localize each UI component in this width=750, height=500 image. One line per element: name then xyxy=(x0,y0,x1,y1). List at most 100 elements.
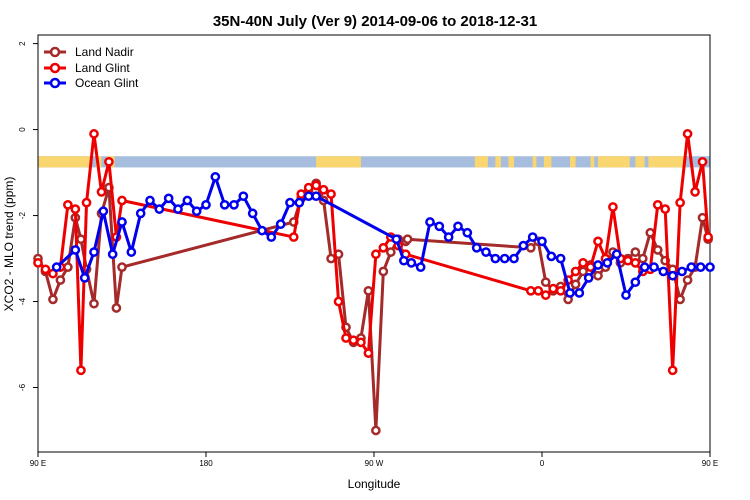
y-tick-label: 2 xyxy=(18,41,27,46)
data-point-land-glint xyxy=(63,199,73,210)
data-point-ocean-glint xyxy=(527,232,538,242)
legend-label-land-glint: Land Glint xyxy=(75,61,130,75)
data-point-ocean-glint xyxy=(247,208,258,219)
data-point-land-glint xyxy=(690,187,700,197)
data-point-land-nadir xyxy=(378,266,389,277)
data-point-land-glint xyxy=(33,257,43,268)
data-point-land-glint xyxy=(117,195,127,206)
land-band-segment xyxy=(508,156,514,168)
data-point-land-glint xyxy=(326,189,336,199)
data-point-ocean-glint xyxy=(462,227,473,238)
data-point-land-nadir xyxy=(630,247,641,257)
data-point-ocean-glint xyxy=(453,221,463,232)
land-band-segment xyxy=(474,156,488,168)
data-point-land-nadir xyxy=(55,275,66,285)
y-tick-label: 0 xyxy=(18,127,27,132)
data-point-land-glint xyxy=(318,184,329,195)
data-point-land-glint xyxy=(104,156,114,167)
x-tick-label: 90 E xyxy=(702,459,718,468)
surface-band xyxy=(38,156,710,168)
land-band-segment xyxy=(570,156,576,168)
x-axis: 90 E 180 90 W 0 90 E xyxy=(30,452,718,468)
data-point-ocean-glint xyxy=(107,249,118,260)
data-point-land-glint xyxy=(333,296,344,307)
data-point-ocean-glint xyxy=(471,242,482,253)
data-point-ocean-glint xyxy=(481,247,491,257)
land-band-segment xyxy=(590,156,595,168)
data-point-land-glint xyxy=(667,365,678,376)
data-point-ocean-glint xyxy=(229,199,239,210)
data-point-land-glint xyxy=(76,365,86,376)
data-point-ocean-glint xyxy=(667,270,678,281)
data-point-ocean-glint xyxy=(518,240,529,251)
ocean-band xyxy=(38,156,710,168)
data-point-ocean-glint xyxy=(51,262,62,272)
y-tick-label: -6 xyxy=(18,383,27,391)
x-tick-label: 180 xyxy=(199,459,213,468)
data-point-land-glint xyxy=(555,285,566,296)
data-point-ocean-glint xyxy=(695,262,706,272)
data-point-ocean-glint xyxy=(434,221,445,232)
data-point-land-glint xyxy=(81,197,92,208)
x-tick-label: 90 W xyxy=(365,459,384,468)
land-band-segment xyxy=(648,156,686,168)
data-point-land-glint xyxy=(578,257,588,268)
data-point-land-glint xyxy=(630,257,641,268)
y-tick-label: -4 xyxy=(18,297,27,305)
data-point-land-glint xyxy=(623,255,633,266)
data-point-ocean-glint xyxy=(191,206,202,217)
data-point-land-nadir xyxy=(593,270,603,281)
y-axis: 2 0 -2 -4 -6 xyxy=(18,41,38,391)
data-point-ocean-glint xyxy=(173,204,183,214)
data-point-land-glint xyxy=(288,232,299,242)
data-point-land-glint xyxy=(682,129,693,139)
data-point-ocean-glint xyxy=(639,262,650,272)
data-point-ocean-glint xyxy=(499,253,510,264)
data-point-land-glint xyxy=(356,337,366,348)
data-point-ocean-glint xyxy=(602,257,613,268)
data-point-land-glint xyxy=(570,266,581,277)
data-point-ocean-glint xyxy=(257,225,267,236)
data-point-ocean-glint xyxy=(705,262,715,272)
data-point-land-nadir xyxy=(117,262,127,272)
data-point-ocean-glint xyxy=(154,204,165,214)
land-band-segment xyxy=(543,156,552,168)
data-point-land-nadir xyxy=(363,285,374,296)
data-point-land-glint xyxy=(363,348,374,358)
data-point-land-nadir xyxy=(652,245,663,255)
data-point-land-glint xyxy=(525,285,536,296)
data-point-ocean-glint xyxy=(574,288,585,298)
data-point-land-nadir xyxy=(578,266,588,277)
data-point-ocean-glint xyxy=(593,260,603,270)
data-point-ocean-glint xyxy=(406,257,417,268)
data-point-land-nadir xyxy=(637,253,648,264)
data-point-ocean-glint xyxy=(537,236,547,247)
data-point-ocean-glint xyxy=(210,172,221,182)
y-axis-label: XCO2 - MLO trend (ppm) xyxy=(2,177,16,312)
land-band-segment xyxy=(532,156,537,168)
data-point-land-glint xyxy=(348,335,359,346)
series-ocean-glint xyxy=(51,172,715,300)
data-point-land-nadir xyxy=(371,425,381,436)
data-point-land-nadir xyxy=(402,234,413,245)
data-point-land-nadir xyxy=(525,242,536,253)
data-point-land-nadir xyxy=(682,275,693,285)
data-point-ocean-glint xyxy=(425,217,435,227)
legend-marker-ocean-glint xyxy=(49,77,61,89)
legend: Land Nadir Land Glint Ocean Glint xyxy=(44,45,139,90)
data-point-ocean-glint xyxy=(391,234,402,245)
data-point-ocean-glint xyxy=(163,193,174,204)
data-point-land-nadir xyxy=(76,234,86,245)
data-point-land-glint xyxy=(371,249,381,260)
data-point-land-glint xyxy=(40,264,51,275)
data-point-ocean-glint xyxy=(490,253,501,264)
data-point-ocean-glint xyxy=(565,288,575,298)
land-band-segment xyxy=(598,156,630,168)
legend-label-land-nadir: Land Nadir xyxy=(75,45,134,59)
data-point-ocean-glint xyxy=(630,277,641,288)
data-point-land-glint xyxy=(660,204,671,214)
data-point-ocean-glint xyxy=(98,206,109,217)
data-point-ocean-glint xyxy=(311,191,321,202)
data-point-land-nadir xyxy=(63,262,73,272)
